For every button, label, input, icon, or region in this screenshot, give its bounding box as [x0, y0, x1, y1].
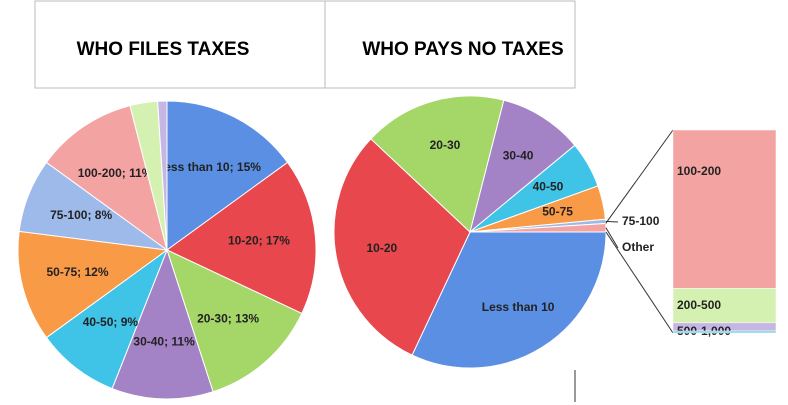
- data-label: 100-200; 11%: [78, 166, 153, 180]
- connector: [605, 129, 674, 224]
- data-label: Other: [622, 240, 654, 254]
- data-label: 30-40; 11%: [133, 335, 195, 349]
- chart-title: WHO FILES TAXES: [77, 39, 250, 60]
- data-label: 10-20; 17%: [228, 233, 290, 247]
- bar-label: 100-200: [677, 164, 721, 178]
- bar-segment: [672, 288, 777, 324]
- pie-slice: [45, 105, 168, 252]
- data-label: 75-100; 8%: [50, 208, 112, 222]
- pie-slice: [411, 231, 607, 369]
- header-box: [324, 0, 576, 89]
- pie-slice: [111, 248, 214, 400]
- data-label: 20-30: [430, 138, 461, 152]
- pie-slice: [166, 249, 303, 393]
- data-label: 30-40: [503, 148, 534, 162]
- data-label: 10-20: [366, 241, 397, 255]
- bar-segment: [672, 129, 777, 289]
- leader-line: [605, 227, 619, 249]
- pie-slice: [469, 99, 576, 234]
- pie-slice: [370, 95, 505, 233]
- data-label: 40-50; 9%: [83, 315, 139, 329]
- pie-slice: [157, 100, 168, 251]
- pie-slice: [166, 100, 289, 251]
- bar-segment: [672, 330, 777, 334]
- data-label: 20-30; 13%: [197, 311, 259, 325]
- data-label: 75-100: [622, 214, 660, 228]
- pie-slice: [17, 230, 169, 339]
- pie-slice: [333, 138, 471, 356]
- pie-slice: [45, 248, 169, 390]
- connector: [605, 231, 674, 334]
- data-label: 50-75; 12%: [46, 265, 108, 279]
- data-label: 50-75: [542, 205, 573, 219]
- bar-label: 200-500: [677, 298, 721, 312]
- pie-slice: [469, 222, 607, 233]
- chart-title: WHO PAYS NO TAXES: [362, 39, 563, 60]
- data-label: Less than 10; 15%: [157, 160, 261, 174]
- data-label: 40-50: [533, 180, 564, 194]
- pie-slice: [166, 161, 317, 315]
- data-label: Less than 10: [482, 300, 555, 314]
